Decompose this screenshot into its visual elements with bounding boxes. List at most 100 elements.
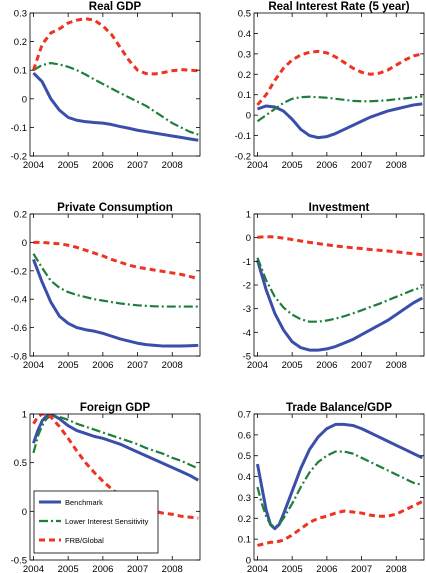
panel-title: Investment [309,202,370,214]
series-line-benchmark [32,258,199,348]
y-tick-label: -0.2 [11,152,27,163]
series-line-benchmark [32,71,199,142]
y-tick-label: 1 [22,410,27,421]
y-tick-label: 0.7 [238,410,251,421]
series-line-frb-global [33,240,199,281]
y-tick-label: 0.3 [14,9,27,20]
x-tick-label: 2005 [282,360,303,371]
x-tick-label: 2007 [351,360,372,371]
panel-private-consumption: Private Consumption 2004 2005 2006 2007 2008 -… [11,202,201,371]
x-tick-label: 2006 [92,160,113,171]
panel-title: Real GDP [89,1,142,13]
x-tick-label: 2007 [127,564,148,573]
axes-frame [29,12,201,157]
x-tick-label: 2005 [282,564,303,573]
axes-frame [253,413,425,561]
y-tick-label: -0.1 [11,123,27,134]
y-tick-label: 0.4 [238,472,251,483]
series-line-frb-global [32,17,199,76]
y-tick-label: 0.2 [14,210,27,221]
legend-label-lower-interest-sensitivity: Lower Interest Sensitivity [65,517,149,526]
y-tick-label: 0.5 [238,451,251,462]
x-tick-label: 2005 [58,564,79,573]
y-tick-label: 0.2 [238,514,251,525]
y-tick-label: 0.1 [14,66,27,77]
y-tick-label: -0.6 [11,323,27,334]
y-tick-label: 0.3 [238,49,251,60]
axes-frame [29,413,201,561]
y-tick-label: -2 [243,281,251,292]
panel-real-gdp: Real GDP 2004 2005 2006 2007 2008 -0.2 -0.1 0 0.1… [11,1,201,171]
y-tick-label: 0.4 [238,29,251,40]
x-tick-label: 2004 [247,564,268,573]
y-tick-label: 0.5 [238,9,251,20]
panel-trade-balance-gdp: Trade Balance/GDP 2004 2005 2006 2007 2008 0 0.… [238,402,425,573]
x-tick-label: 2008 [162,360,183,371]
x-tick-label: 2006 [92,564,113,573]
series-line-benchmark [32,414,200,482]
x-tick-label: 2007 [127,360,148,371]
legend: Benchmark Lower Interest Sensitivity FRB/G… [33,490,159,554]
y-tick-label: -1 [243,257,251,268]
x-tick-label: 2004 [23,160,44,171]
series-line-lower-interest-sensitivity [32,414,199,470]
y-tick-label: 0.3 [238,493,251,504]
y-tick-label: 0.5 [14,458,27,469]
y-tick-label: -0.4 [11,295,27,306]
x-tick-label: 2006 [316,564,337,573]
y-tick-label: 0 [246,556,251,567]
x-tick-label: 2006 [92,360,113,371]
x-tick-label: 2004 [247,160,268,171]
y-tick-label: 0 [22,238,27,249]
x-tick-label: 2008 [386,360,407,371]
legend-label-frb-global: FRB/Global [65,536,104,545]
panel-title: Real Interest Rate (5 year) [268,1,409,13]
y-tick-label: 0 [246,111,251,122]
x-tick-label: 2005 [58,360,79,371]
y-tick-label: -0.1 [235,131,251,142]
x-tick-label: 2004 [23,564,44,573]
y-tick-label: 0.2 [238,70,251,81]
x-tick-label: 2008 [162,564,183,573]
series-line-lower-interest-sensitivity [32,61,199,136]
y-tick-label: -4 [243,328,251,339]
y-tick-label: -0.2 [235,152,251,163]
y-tick-label: -0.5 [11,556,27,567]
axes-frame [253,12,425,157]
series-line-frb-global [257,500,423,547]
x-tick-label: 2006 [316,360,337,371]
x-tick-label: 2005 [282,160,303,171]
y-tick-label: 0 [246,233,251,244]
panel-foreign-gdp: Foreign GDP 2004 2005 2006 2007 2008 -0.5 0 0.5 1… [11,402,201,573]
y-tick-label: -3 [243,304,251,315]
y-tick-label: 0.1 [238,535,251,546]
y-tick-label: 0.2 [14,37,27,48]
y-tick-label: -5 [243,352,251,363]
panel-investment: Investment 2004 2005 2006 2007 2008 -5 -4 -3 -2 -1… [243,202,425,371]
panel-title: Foreign GDP [80,402,151,414]
x-tick-label: 2005 [58,160,79,171]
x-tick-label: 2008 [386,160,407,171]
x-tick-label: 2008 [162,160,183,171]
x-tick-label: 2007 [351,564,372,573]
x-tick-label: 2004 [247,360,268,371]
series-line-benchmark [256,259,423,352]
series-line-benchmark [255,422,423,531]
series-line-frb-global [256,49,423,106]
series-line-frb-global [257,235,423,257]
panel-real-interest-rate-5-year: Real Interest Rate (5 year) 2004 2005 2006 2… [235,1,425,171]
x-tick-label: 2008 [386,564,407,573]
axes-frame [29,213,201,357]
series-line-lower-interest-sensitivity [256,257,423,323]
axes-frame [253,213,425,357]
x-tick-label: 2007 [351,160,372,171]
y-tick-label: -0.2 [11,266,27,277]
y-tick-label: 0 [22,94,27,105]
y-tick-label: 1 [246,210,251,221]
legend-label-benchmark: Benchmark [65,498,103,507]
panel-title: Trade Balance/GDP [286,402,392,414]
y-tick-label: 0 [22,507,27,518]
series-line-lower-interest-sensitivity [256,95,423,123]
panel-title: Private Consumption [57,202,173,214]
